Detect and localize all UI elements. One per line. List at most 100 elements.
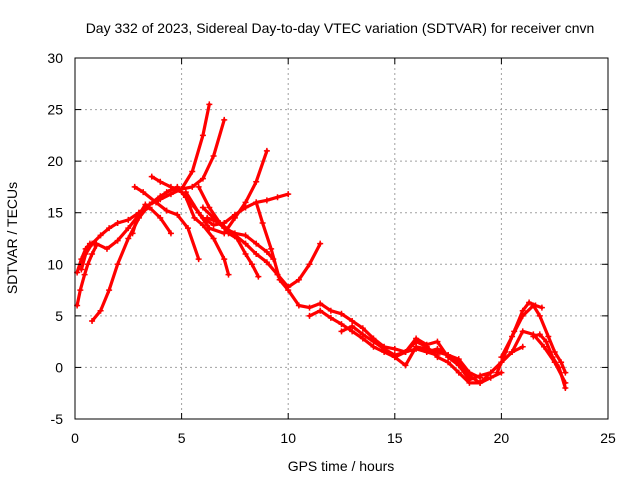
data-point bbox=[157, 178, 164, 185]
data-point bbox=[526, 299, 533, 306]
data-point bbox=[487, 369, 494, 376]
series-line bbox=[165, 185, 231, 277]
data-point bbox=[391, 345, 398, 352]
data-point bbox=[255, 273, 262, 280]
data-point bbox=[89, 240, 96, 247]
y-axis-tick-labels: -5 0 5 10 15 20 25 30 bbox=[47, 50, 63, 427]
data-point bbox=[519, 328, 526, 335]
data-point bbox=[551, 348, 558, 355]
data-point bbox=[268, 245, 275, 252]
y-axis-label: SDTVAR / TECUs bbox=[4, 182, 20, 294]
y-tick-label: 0 bbox=[55, 359, 63, 375]
grid-lines bbox=[75, 58, 608, 419]
data-point bbox=[153, 199, 160, 206]
data-point bbox=[317, 240, 324, 247]
data-point bbox=[157, 214, 164, 221]
data-point bbox=[199, 175, 206, 182]
data-point bbox=[494, 369, 501, 376]
data-point bbox=[530, 333, 537, 340]
data-point bbox=[434, 354, 441, 361]
data-point bbox=[558, 359, 565, 366]
data-point bbox=[338, 328, 345, 335]
data-point bbox=[285, 191, 292, 198]
data-point bbox=[167, 230, 174, 237]
data-point bbox=[536, 331, 543, 338]
data-point bbox=[184, 225, 191, 232]
data-point bbox=[276, 276, 283, 283]
y-tick-label: 15 bbox=[47, 205, 63, 221]
data-point bbox=[306, 312, 313, 319]
series-arc-19 bbox=[498, 302, 569, 376]
data-point bbox=[125, 225, 132, 232]
data-point bbox=[413, 335, 420, 342]
data-point bbox=[210, 152, 217, 159]
data-point bbox=[189, 183, 196, 190]
data-point bbox=[381, 345, 388, 352]
data-point bbox=[89, 318, 96, 325]
x-axis-label: GPS time / hours bbox=[288, 458, 395, 474]
data-point bbox=[131, 183, 138, 190]
data-point bbox=[242, 199, 249, 206]
chart-title: Day 332 of 2023, Sidereal Day-to-day VTE… bbox=[86, 20, 595, 36]
data-point bbox=[106, 287, 113, 294]
data-point bbox=[114, 237, 121, 244]
data-point bbox=[140, 189, 147, 196]
y-tick-label: 30 bbox=[47, 50, 63, 66]
axis-ticks bbox=[74, 57, 609, 420]
data-point bbox=[225, 271, 232, 278]
data-point bbox=[562, 385, 569, 392]
data-point bbox=[477, 379, 484, 386]
x-tick-label: 0 bbox=[71, 430, 79, 446]
data-point bbox=[199, 204, 206, 211]
x-tick-label: 20 bbox=[494, 430, 510, 446]
data-point bbox=[82, 250, 89, 257]
data-point bbox=[195, 256, 202, 263]
data-point bbox=[129, 230, 136, 237]
data-point bbox=[317, 300, 324, 307]
data-point bbox=[125, 216, 132, 223]
data-point bbox=[174, 183, 181, 190]
data-point bbox=[445, 352, 452, 359]
data-point bbox=[295, 276, 302, 283]
y-tick-label: 25 bbox=[47, 102, 63, 118]
data-point bbox=[263, 248, 270, 255]
data-point bbox=[541, 343, 548, 350]
data-point bbox=[97, 232, 104, 239]
data-point bbox=[413, 343, 420, 350]
data-point bbox=[509, 348, 516, 355]
data-point bbox=[445, 359, 452, 366]
data-point bbox=[477, 372, 484, 379]
data-point bbox=[253, 178, 260, 185]
data-point bbox=[555, 364, 562, 371]
data-point bbox=[434, 338, 441, 345]
data-point bbox=[295, 302, 302, 309]
data-point bbox=[253, 250, 260, 257]
series-arc-8 bbox=[163, 183, 232, 278]
data-point bbox=[146, 204, 153, 211]
data-point bbox=[434, 345, 441, 352]
series-line bbox=[254, 200, 439, 357]
data-point bbox=[195, 209, 202, 216]
data-point bbox=[242, 232, 249, 239]
data-point bbox=[89, 250, 96, 257]
data-point bbox=[402, 348, 409, 355]
x-tick-label: 15 bbox=[387, 430, 403, 446]
data-point bbox=[317, 307, 324, 314]
x-tick-label: 25 bbox=[600, 430, 616, 446]
data-point bbox=[536, 312, 543, 319]
data-point bbox=[242, 240, 249, 247]
data-point bbox=[106, 225, 113, 232]
data-point bbox=[157, 193, 164, 200]
data-point bbox=[538, 304, 545, 311]
data-point bbox=[349, 328, 356, 335]
y-tick-label: -5 bbox=[51, 411, 64, 427]
data-point bbox=[77, 287, 84, 294]
data-point bbox=[206, 225, 213, 232]
data-point bbox=[263, 259, 270, 266]
x-tick-label: 5 bbox=[178, 430, 186, 446]
data-point bbox=[242, 250, 249, 257]
plot-frame bbox=[74, 57, 609, 420]
data-point bbox=[229, 230, 236, 237]
data-point bbox=[93, 242, 100, 249]
data-point bbox=[509, 333, 516, 340]
